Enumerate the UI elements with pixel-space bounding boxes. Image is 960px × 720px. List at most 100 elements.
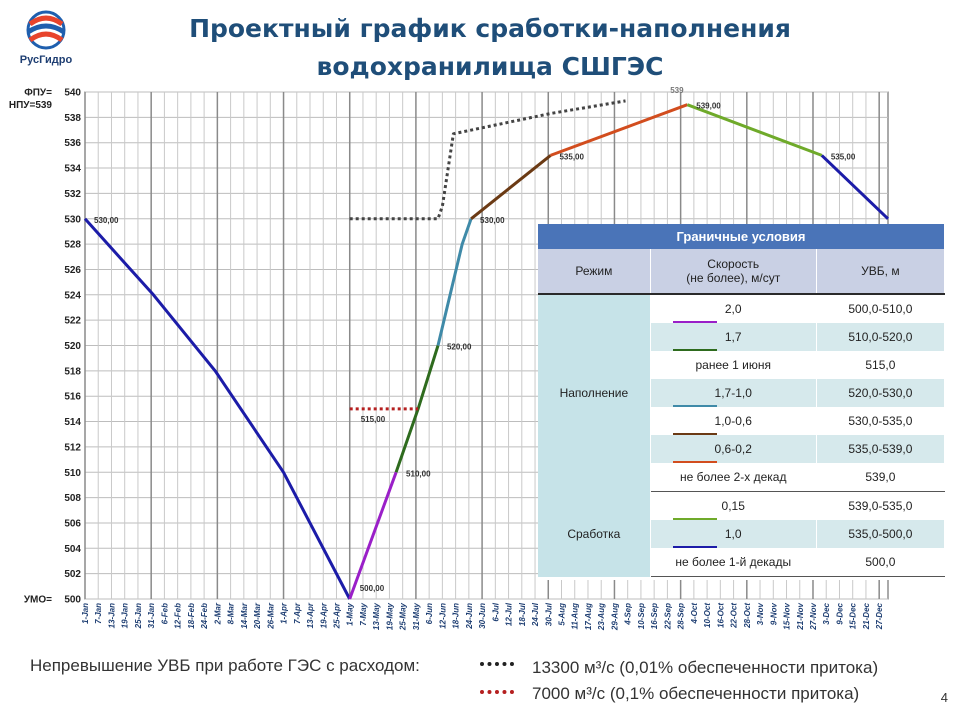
- y-tick-label: 516: [64, 392, 81, 403]
- title-line-2: водохранилища СШГЭС: [316, 52, 664, 81]
- uvb-cell: 535,0-500,0: [816, 520, 946, 548]
- speed-cell: 2,0: [650, 294, 817, 325]
- y-tick-label: 506: [64, 518, 81, 529]
- x-tick-label: 30-Jun: [478, 603, 487, 629]
- series-line-1: [348, 471, 398, 600]
- x-tick-label: 13-Apr: [306, 602, 315, 628]
- table-row: ранее 1 июня 515,0: [538, 351, 946, 379]
- table-row: 1,7 510,0-520,0: [538, 323, 946, 353]
- x-tick-label: 25-Jan: [134, 603, 143, 629]
- x-tick-label: 18-Jul: [518, 602, 527, 626]
- x-axis: 1-Jan 7-Jan 13-Jan 19-Jan 25-Jan 31-Jan 6-Feb 1…: [81, 602, 884, 631]
- series-line-8: [349, 99, 626, 221]
- uvb-cell: 539,0-535,0: [816, 491, 946, 520]
- x-tick-label: 7-Apr: [293, 602, 302, 624]
- speed-cell: 0,15: [650, 491, 817, 522]
- x-tick-label: 24-Jun: [465, 603, 474, 630]
- fill-rows: Наполнение 2,0 500,0-510,0 1,7 510,0-520,0 ра…: [538, 294, 946, 492]
- speed-cell: не более 2-х декад: [650, 463, 817, 492]
- y-tick-label: 508: [64, 493, 81, 504]
- x-tick-label: 12-Jul: [505, 602, 514, 626]
- y-tick-label: 510: [64, 468, 81, 479]
- x-tick-label: 7-Jan: [94, 603, 103, 624]
- x-tick-label: 27-Nov: [809, 602, 818, 630]
- y-tick-label: 528: [64, 240, 81, 251]
- x-tick-label: 30-Jul: [544, 602, 553, 626]
- speed-text: 1,7-1,0: [714, 386, 752, 400]
- x-tick-label: 15-Dec: [849, 602, 858, 629]
- x-tick-label: 18-Jun: [452, 603, 461, 629]
- x-tick-label: 29-Aug: [610, 603, 619, 631]
- data-label: 515,00: [361, 415, 386, 424]
- legend-label: Непревышение УВБ при работе ГЭС с расход…: [30, 656, 420, 675]
- x-tick-label: 13-Jan: [107, 603, 116, 628]
- x-tick-label: 23-Aug: [597, 603, 606, 631]
- y-tick-label: 524: [64, 290, 81, 301]
- x-tick-label: 28-Sep: [677, 603, 686, 630]
- x-tick-label: 15-Nov: [783, 602, 792, 629]
- y-tick-label: 532: [64, 189, 81, 200]
- legend-item-7000: 7000 м³/с (0,1% обеспеченности притока): [532, 684, 860, 703]
- x-tick-label: 22-Sep: [663, 603, 672, 630]
- legend-item-13300: 13300 м³/с (0,01% обеспеченности притока…: [532, 658, 879, 677]
- uvb-cell: 539,0: [816, 463, 946, 492]
- speed-text: 1,0-0,6: [714, 414, 752, 428]
- x-tick-label: 17-Aug: [584, 603, 593, 630]
- mode-cell: Сработка: [538, 491, 651, 577]
- speed-cell: 0,6-0,2: [650, 435, 817, 465]
- speed-cell: 1,7: [650, 323, 817, 353]
- x-tick-label: 11-Aug: [571, 603, 580, 630]
- x-tick-label: 31-Jan: [147, 603, 156, 628]
- y-tick-label: 522: [64, 316, 81, 327]
- x-tick-label: 18-Feb: [187, 603, 196, 629]
- x-tick-label: 24-Jul: [531, 602, 540, 627]
- header-speed: Скорость (не более), м/сут: [650, 249, 817, 295]
- data-label: 535,00: [559, 152, 584, 161]
- uvb-cell: 530,0-535,0: [816, 407, 946, 435]
- logo-emblem-icon: [26, 10, 66, 50]
- x-tick-label: 28-Oct: [743, 603, 752, 629]
- y-axis: 500 502 504 506 508 510 512 514 516 518 520 522 524 5…: [64, 88, 81, 606]
- uvb-cell: 510,0-520,0: [816, 323, 946, 351]
- x-tick-label: 4-Oct: [690, 603, 699, 625]
- y-tick-label: 504: [64, 544, 81, 555]
- series-line-7: [820, 154, 890, 220]
- series-line-3: [436, 218, 473, 346]
- uvb-cell: 535,0-539,0: [816, 435, 946, 463]
- x-tick-label: 20-Mar: [253, 602, 262, 630]
- uvb-cell: 500,0-510,0: [816, 294, 946, 323]
- x-tick-label: 14-Mar: [240, 602, 249, 629]
- logo-text: РусГидро: [19, 54, 73, 66]
- x-tick-label: 13-May: [372, 602, 381, 630]
- speed-cell: 1,0-0,6: [650, 407, 817, 437]
- x-tick-label: 1-Apr: [280, 602, 289, 624]
- x-tick-label: 25-May: [399, 602, 408, 631]
- x-tick-label: 19-Apr: [319, 602, 328, 628]
- data-label: 510,00: [406, 469, 431, 478]
- y-tick-label: 530: [64, 214, 81, 225]
- x-tick-label: 27-Dec: [875, 602, 884, 630]
- header-uvb: УВБ, м: [816, 249, 946, 295]
- data-label: 539,00: [696, 102, 721, 111]
- x-tick-label: 10-Oct: [703, 603, 712, 628]
- x-tick-label: 6-Feb: [160, 603, 169, 624]
- speed-text: 1,0: [724, 527, 742, 541]
- y-tick-label: 518: [64, 366, 81, 377]
- data-label: 539: [670, 86, 684, 95]
- rushydro-logo: [6, 6, 86, 72]
- uvb-cell: 515,0: [816, 351, 946, 379]
- x-tick-label: 9-Dec: [835, 602, 844, 624]
- uvb-cell: 520,0-530,0: [816, 379, 946, 407]
- page-title: Проектный график сработки-наполнения вод…: [130, 10, 850, 86]
- legend-dotted-red-line: [480, 690, 514, 694]
- bottom-legend: Непревышение УВБ при работе ГЭС с расход…: [0, 652, 960, 712]
- x-tick-label: 2-Mar: [213, 602, 222, 625]
- data-label: 520,00: [447, 343, 472, 352]
- x-tick-label: 19-May: [385, 602, 394, 630]
- speed-text: не более 2-х декад: [679, 470, 787, 484]
- x-tick-label: 12-Jun: [438, 603, 447, 629]
- page-number: 4: [940, 690, 948, 705]
- table-row: Наполнение 2,0 500,0-510,0: [538, 294, 946, 492]
- header-mode: Режим: [538, 249, 651, 295]
- x-tick-label: 25-Apr: [332, 602, 341, 629]
